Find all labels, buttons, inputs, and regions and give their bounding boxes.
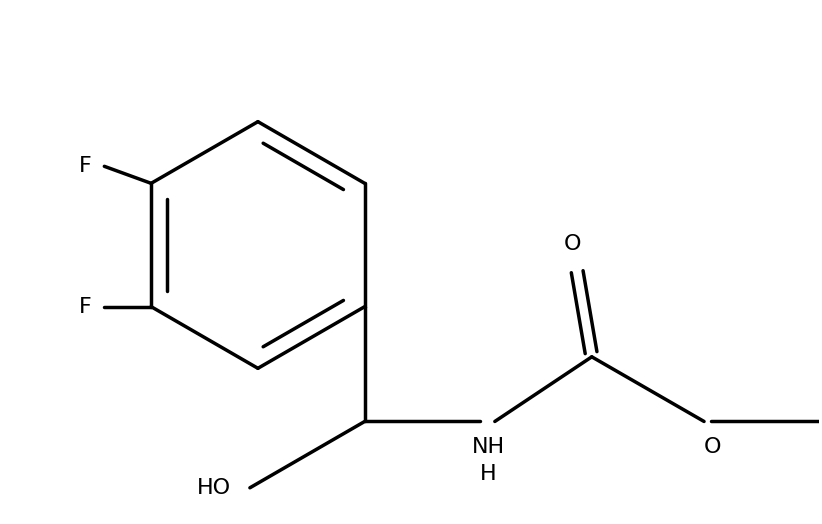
Text: F: F bbox=[79, 297, 92, 316]
Text: F: F bbox=[79, 156, 92, 176]
Text: NH: NH bbox=[472, 437, 505, 457]
Text: O: O bbox=[704, 437, 721, 457]
Text: HO: HO bbox=[197, 478, 231, 498]
Text: O: O bbox=[563, 234, 581, 254]
Text: H: H bbox=[480, 464, 496, 484]
